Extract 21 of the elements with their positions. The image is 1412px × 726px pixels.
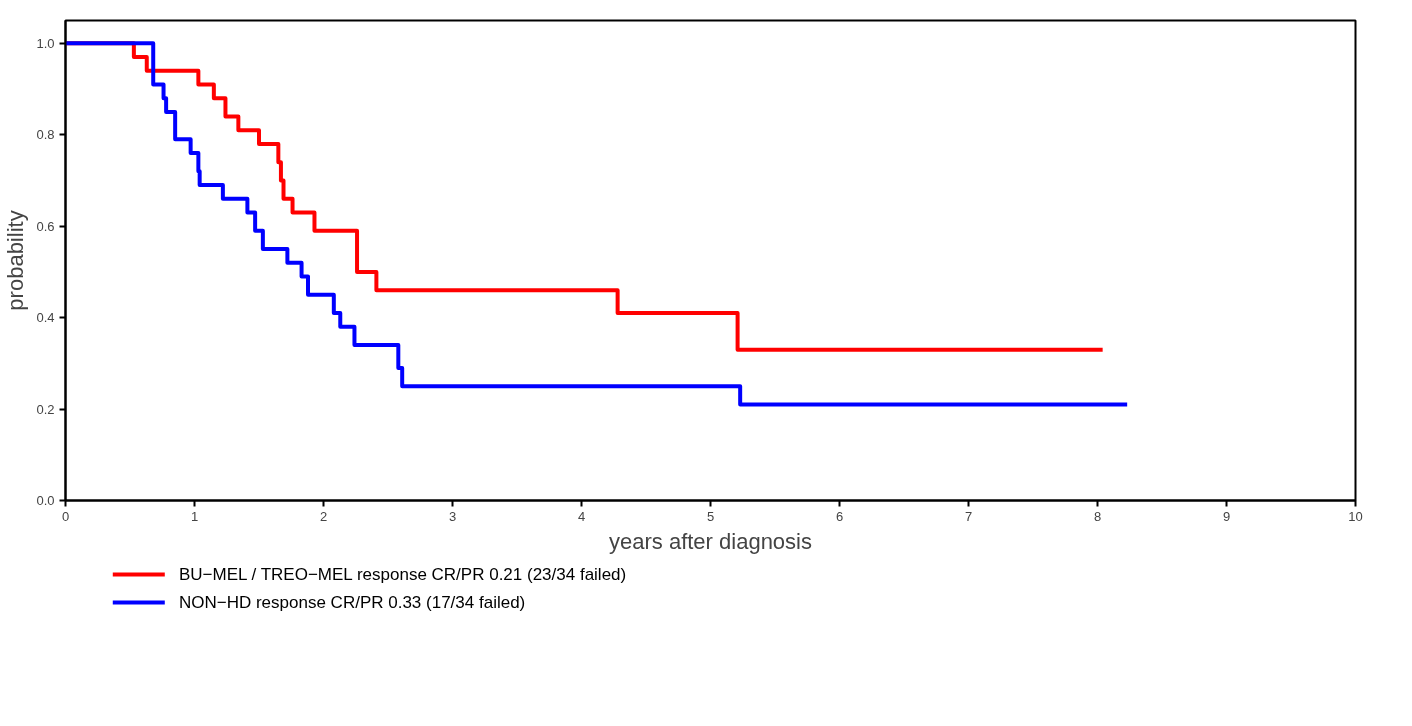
x-tick-label: 1 bbox=[190, 508, 199, 524]
y-tick-label: 0.0 bbox=[36, 493, 55, 508]
x-tick-label: 9 bbox=[1222, 508, 1231, 524]
x-tick-label: 4 bbox=[577, 508, 586, 524]
x-tick-label: 7 bbox=[964, 508, 973, 524]
x-tick-label: 6 bbox=[835, 508, 844, 524]
y-tick-label: 0.2 bbox=[36, 401, 55, 417]
y-tick-label: 1.0 bbox=[36, 35, 55, 51]
y-axis-title: probability bbox=[3, 210, 29, 311]
y-tick-label: 0.6 bbox=[36, 218, 55, 234]
x-tick-label: 0 bbox=[61, 508, 70, 524]
x-tick-label: 2 bbox=[319, 508, 328, 524]
y-tick-label: 0.8 bbox=[36, 127, 55, 143]
x-tick-label: 8 bbox=[1093, 508, 1102, 524]
legend-label: NON−HD response CR/PR 0.33 (17/34 failed) bbox=[178, 593, 526, 612]
legend-label: BU−MEL / TREO−MEL response CR/PR 0.21 (23/34 failed) bbox=[178, 565, 627, 584]
x-axis-title: years after diagnosis bbox=[609, 528, 812, 554]
x-tick-label: 10 bbox=[1348, 508, 1363, 524]
x-tick-label: 5 bbox=[706, 508, 715, 524]
x-tick-label: 3 bbox=[448, 508, 457, 524]
y-tick-label: 0.4 bbox=[36, 310, 55, 326]
